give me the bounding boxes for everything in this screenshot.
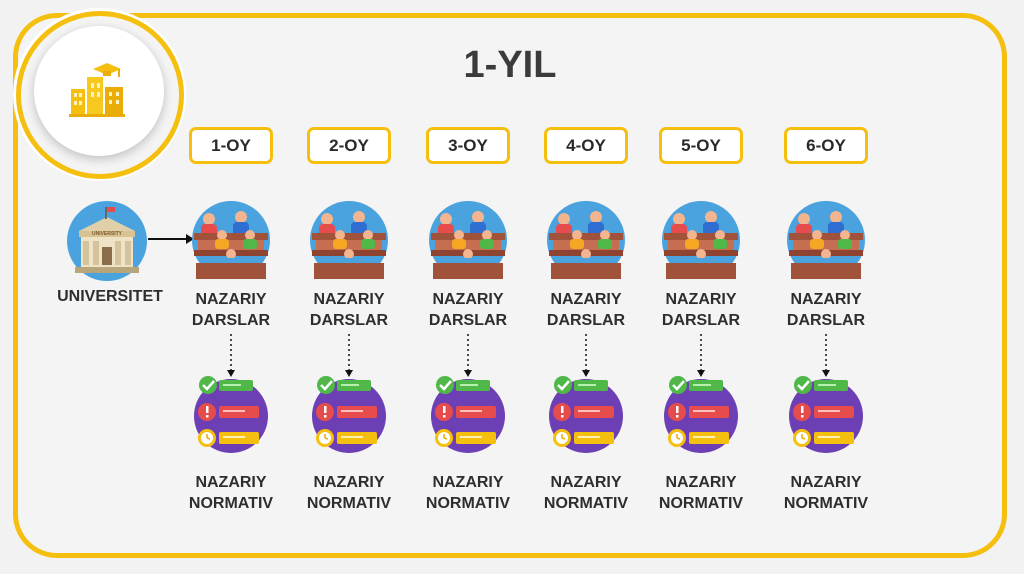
lecture-label-line2: DARSLAR: [786, 312, 866, 329]
normative-label-line1: NAZARIY: [313, 474, 385, 491]
arrow-head-1: [227, 370, 235, 377]
lecture-audience-icon: [310, 201, 388, 279]
lecture-label-line1: NAZARIY: [790, 291, 862, 308]
normative-label-line2: NORMATIV: [188, 495, 274, 512]
month-label-5: 5-OY: [659, 127, 743, 164]
checklist-icon: [431, 376, 505, 453]
normative-label-line2: NORMATIV: [425, 495, 511, 512]
checklist-icon: [549, 376, 623, 453]
normative-label-line2: NORMATIV: [783, 495, 869, 512]
normative-label-line1: NAZARIY: [550, 474, 622, 491]
checklist-icon: [194, 376, 268, 453]
normative-label-line2: NORMATIV: [543, 495, 629, 512]
year-title: 1-YIL: [463, 44, 557, 86]
normative-label-1: NAZARIY NORMATIV: [161, 472, 301, 514]
month-label-2: 2-OY: [307, 127, 391, 164]
lecture-label-3: NAZARIY DARSLAR: [398, 289, 538, 331]
arrow-head-6: [822, 370, 830, 377]
lecture-label-line1: NAZARIY: [665, 291, 737, 308]
lecture-label-1: NAZARIY DARSLAR: [161, 289, 301, 331]
month-label-3: 3-OY: [426, 127, 510, 164]
lecture-label-line2: DARSLAR: [546, 312, 626, 329]
lecture-label-line2: DARSLAR: [191, 312, 271, 329]
lecture-label-line2: DARSLAR: [309, 312, 389, 329]
arrow-head-4: [582, 370, 590, 377]
university-arrow-head: [186, 234, 194, 244]
normative-label-3: NAZARIY NORMATIV: [398, 472, 538, 514]
lecture-audience-icon: [787, 201, 865, 279]
arrow-head-5: [697, 370, 705, 377]
university-sign: UNIVERSITY: [92, 231, 123, 237]
lecture-label-line1: NAZARIY: [195, 291, 267, 308]
normative-label-5: NAZARIY NORMATIV: [631, 472, 771, 514]
checklist-icon: [312, 376, 386, 453]
normative-label-line2: NORMATIV: [306, 495, 392, 512]
lecture-label-line2: DARSLAR: [428, 312, 508, 329]
checklist-icon: [664, 376, 738, 453]
normative-label-line1: NAZARIY: [195, 474, 267, 491]
arrow-head-2: [345, 370, 353, 377]
normative-label-line1: NAZARIY: [432, 474, 504, 491]
lecture-label-line1: NAZARIY: [550, 291, 622, 308]
normative-label-line2: NORMATIV: [658, 495, 744, 512]
month-label-6: 6-OY: [784, 127, 868, 164]
normative-label-line1: NAZARIY: [790, 474, 862, 491]
university-building-icon: UNIVERSITY: [67, 201, 147, 281]
normative-label-2: NAZARIY NORMATIV: [279, 472, 419, 514]
checklist-icon: [789, 376, 863, 453]
month-label-4: 4-OY: [544, 127, 628, 164]
lecture-audience-icon: [429, 201, 507, 279]
month-label-1: 1-OY: [189, 127, 273, 164]
normative-label-4: NAZARIY NORMATIV: [516, 472, 656, 514]
lecture-audience-icon: [192, 201, 270, 279]
lecture-label-5: NAZARIY DARSLAR: [631, 289, 771, 331]
lecture-label-6: NAZARIY DARSLAR: [756, 289, 896, 331]
lecture-label-line1: NAZARIY: [313, 291, 385, 308]
lecture-label-line1: NAZARIY: [432, 291, 504, 308]
logo-badge: [34, 26, 164, 156]
normative-label-6: NAZARIY NORMATIV: [756, 472, 896, 514]
lecture-label-4: NAZARIY DARSLAR: [516, 289, 656, 331]
lecture-label-2: NAZARIY DARSLAR: [279, 289, 419, 331]
lecture-label-line2: DARSLAR: [661, 312, 741, 329]
arrow-head-3: [464, 370, 472, 377]
normative-label-line1: NAZARIY: [665, 474, 737, 491]
university-label: UNIVERSITET: [57, 288, 163, 305]
city-buildings-graduation-cap-icon: [69, 63, 125, 117]
lecture-audience-icon: [547, 201, 625, 279]
lecture-audience-icon: [662, 201, 740, 279]
